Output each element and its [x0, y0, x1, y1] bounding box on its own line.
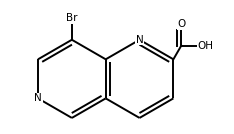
Text: OH: OH	[198, 41, 214, 51]
Text: O: O	[177, 19, 186, 29]
Text: Br: Br	[66, 13, 78, 23]
Text: N: N	[34, 93, 42, 103]
Text: N: N	[136, 35, 143, 45]
